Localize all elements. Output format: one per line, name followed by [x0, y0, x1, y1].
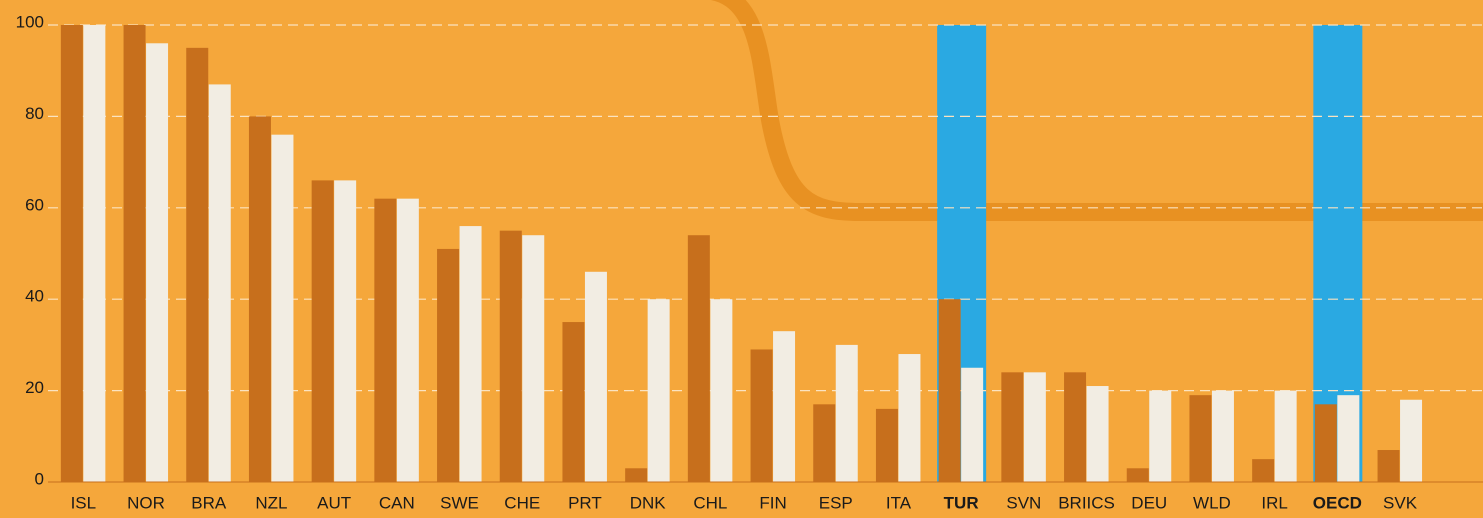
x-tick-label: DEU — [1131, 493, 1167, 512]
bar — [1252, 459, 1275, 482]
y-tick-label: 20 — [25, 378, 44, 397]
bar — [1211, 390, 1234, 482]
bar — [248, 116, 271, 483]
bar — [750, 349, 773, 482]
bar — [1126, 468, 1149, 482]
bar — [625, 468, 648, 482]
x-tick-label: ESP — [819, 493, 853, 512]
bar — [1314, 404, 1337, 482]
bar — [1377, 450, 1400, 482]
x-tick-label: ITA — [886, 493, 912, 512]
bar — [60, 25, 83, 482]
x-tick-label: CHE — [504, 493, 540, 512]
x-tick-label: OECD — [1313, 493, 1362, 512]
y-tick-label: 0 — [35, 469, 44, 488]
x-tick-label: WLD — [1193, 493, 1231, 512]
x-tick-label: SWE — [440, 493, 479, 512]
bar — [687, 235, 710, 482]
x-tick-label: IRL — [1261, 493, 1287, 512]
x-tick-label: NZL — [255, 493, 287, 512]
bar — [1001, 372, 1024, 482]
decoration — [710, 0, 1483, 221]
bar — [1189, 395, 1212, 482]
bar — [146, 43, 169, 482]
bar — [835, 344, 858, 482]
bar — [813, 404, 836, 482]
x-tick-label: TUR — [944, 493, 979, 512]
x-tick-label: CHL — [693, 493, 727, 512]
bar — [875, 408, 898, 482]
x-tick-label: BRA — [191, 493, 227, 512]
bar — [186, 47, 209, 482]
bar — [710, 299, 733, 482]
bar — [1400, 399, 1423, 482]
bar — [374, 198, 397, 482]
bar — [499, 230, 522, 482]
bar — [1086, 386, 1109, 482]
labels: 0 20 40 60 80 100 ISL NOR BRA NZL AUT CAN SWE CHE PRT D… — [16, 12, 1418, 512]
bar — [1064, 372, 1087, 482]
bar — [1337, 395, 1360, 482]
x-tick-label: BRIICS — [1058, 493, 1115, 512]
road — [710, 0, 1483, 221]
bar — [396, 198, 419, 482]
bar — [522, 235, 545, 482]
bar — [437, 248, 460, 482]
bar — [208, 84, 231, 482]
bar — [123, 25, 146, 482]
x-tick-label: FIN — [759, 493, 786, 512]
y-tick-label: 80 — [25, 104, 44, 123]
x-tick-label: NOR — [127, 493, 165, 512]
bar — [83, 25, 106, 482]
x-tick-label: CAN — [379, 493, 415, 512]
bar — [961, 367, 984, 482]
y-tick-label: 60 — [25, 195, 44, 214]
bar — [898, 354, 921, 482]
bar — [647, 299, 670, 482]
x-tick-label: SVN — [1006, 493, 1041, 512]
x-tick-label: PRT — [568, 493, 602, 512]
bar — [334, 180, 357, 482]
x-tick-label: AUT — [317, 493, 351, 512]
bars — [48, 25, 1483, 483]
x-tick-label: DNK — [630, 493, 667, 512]
x-tick-label: ISL — [71, 493, 97, 512]
y-tick-label: 100 — [16, 12, 44, 31]
bar — [562, 322, 585, 482]
x-tick-label: SVK — [1383, 493, 1418, 512]
bar — [271, 134, 294, 482]
bar — [1149, 390, 1172, 482]
bar — [938, 299, 961, 482]
bar — [459, 226, 482, 482]
bar — [1274, 390, 1297, 482]
bar — [584, 271, 607, 482]
bar — [311, 180, 334, 482]
y-tick-label: 40 — [25, 287, 44, 306]
bar — [1023, 372, 1046, 482]
bar — [773, 331, 796, 482]
